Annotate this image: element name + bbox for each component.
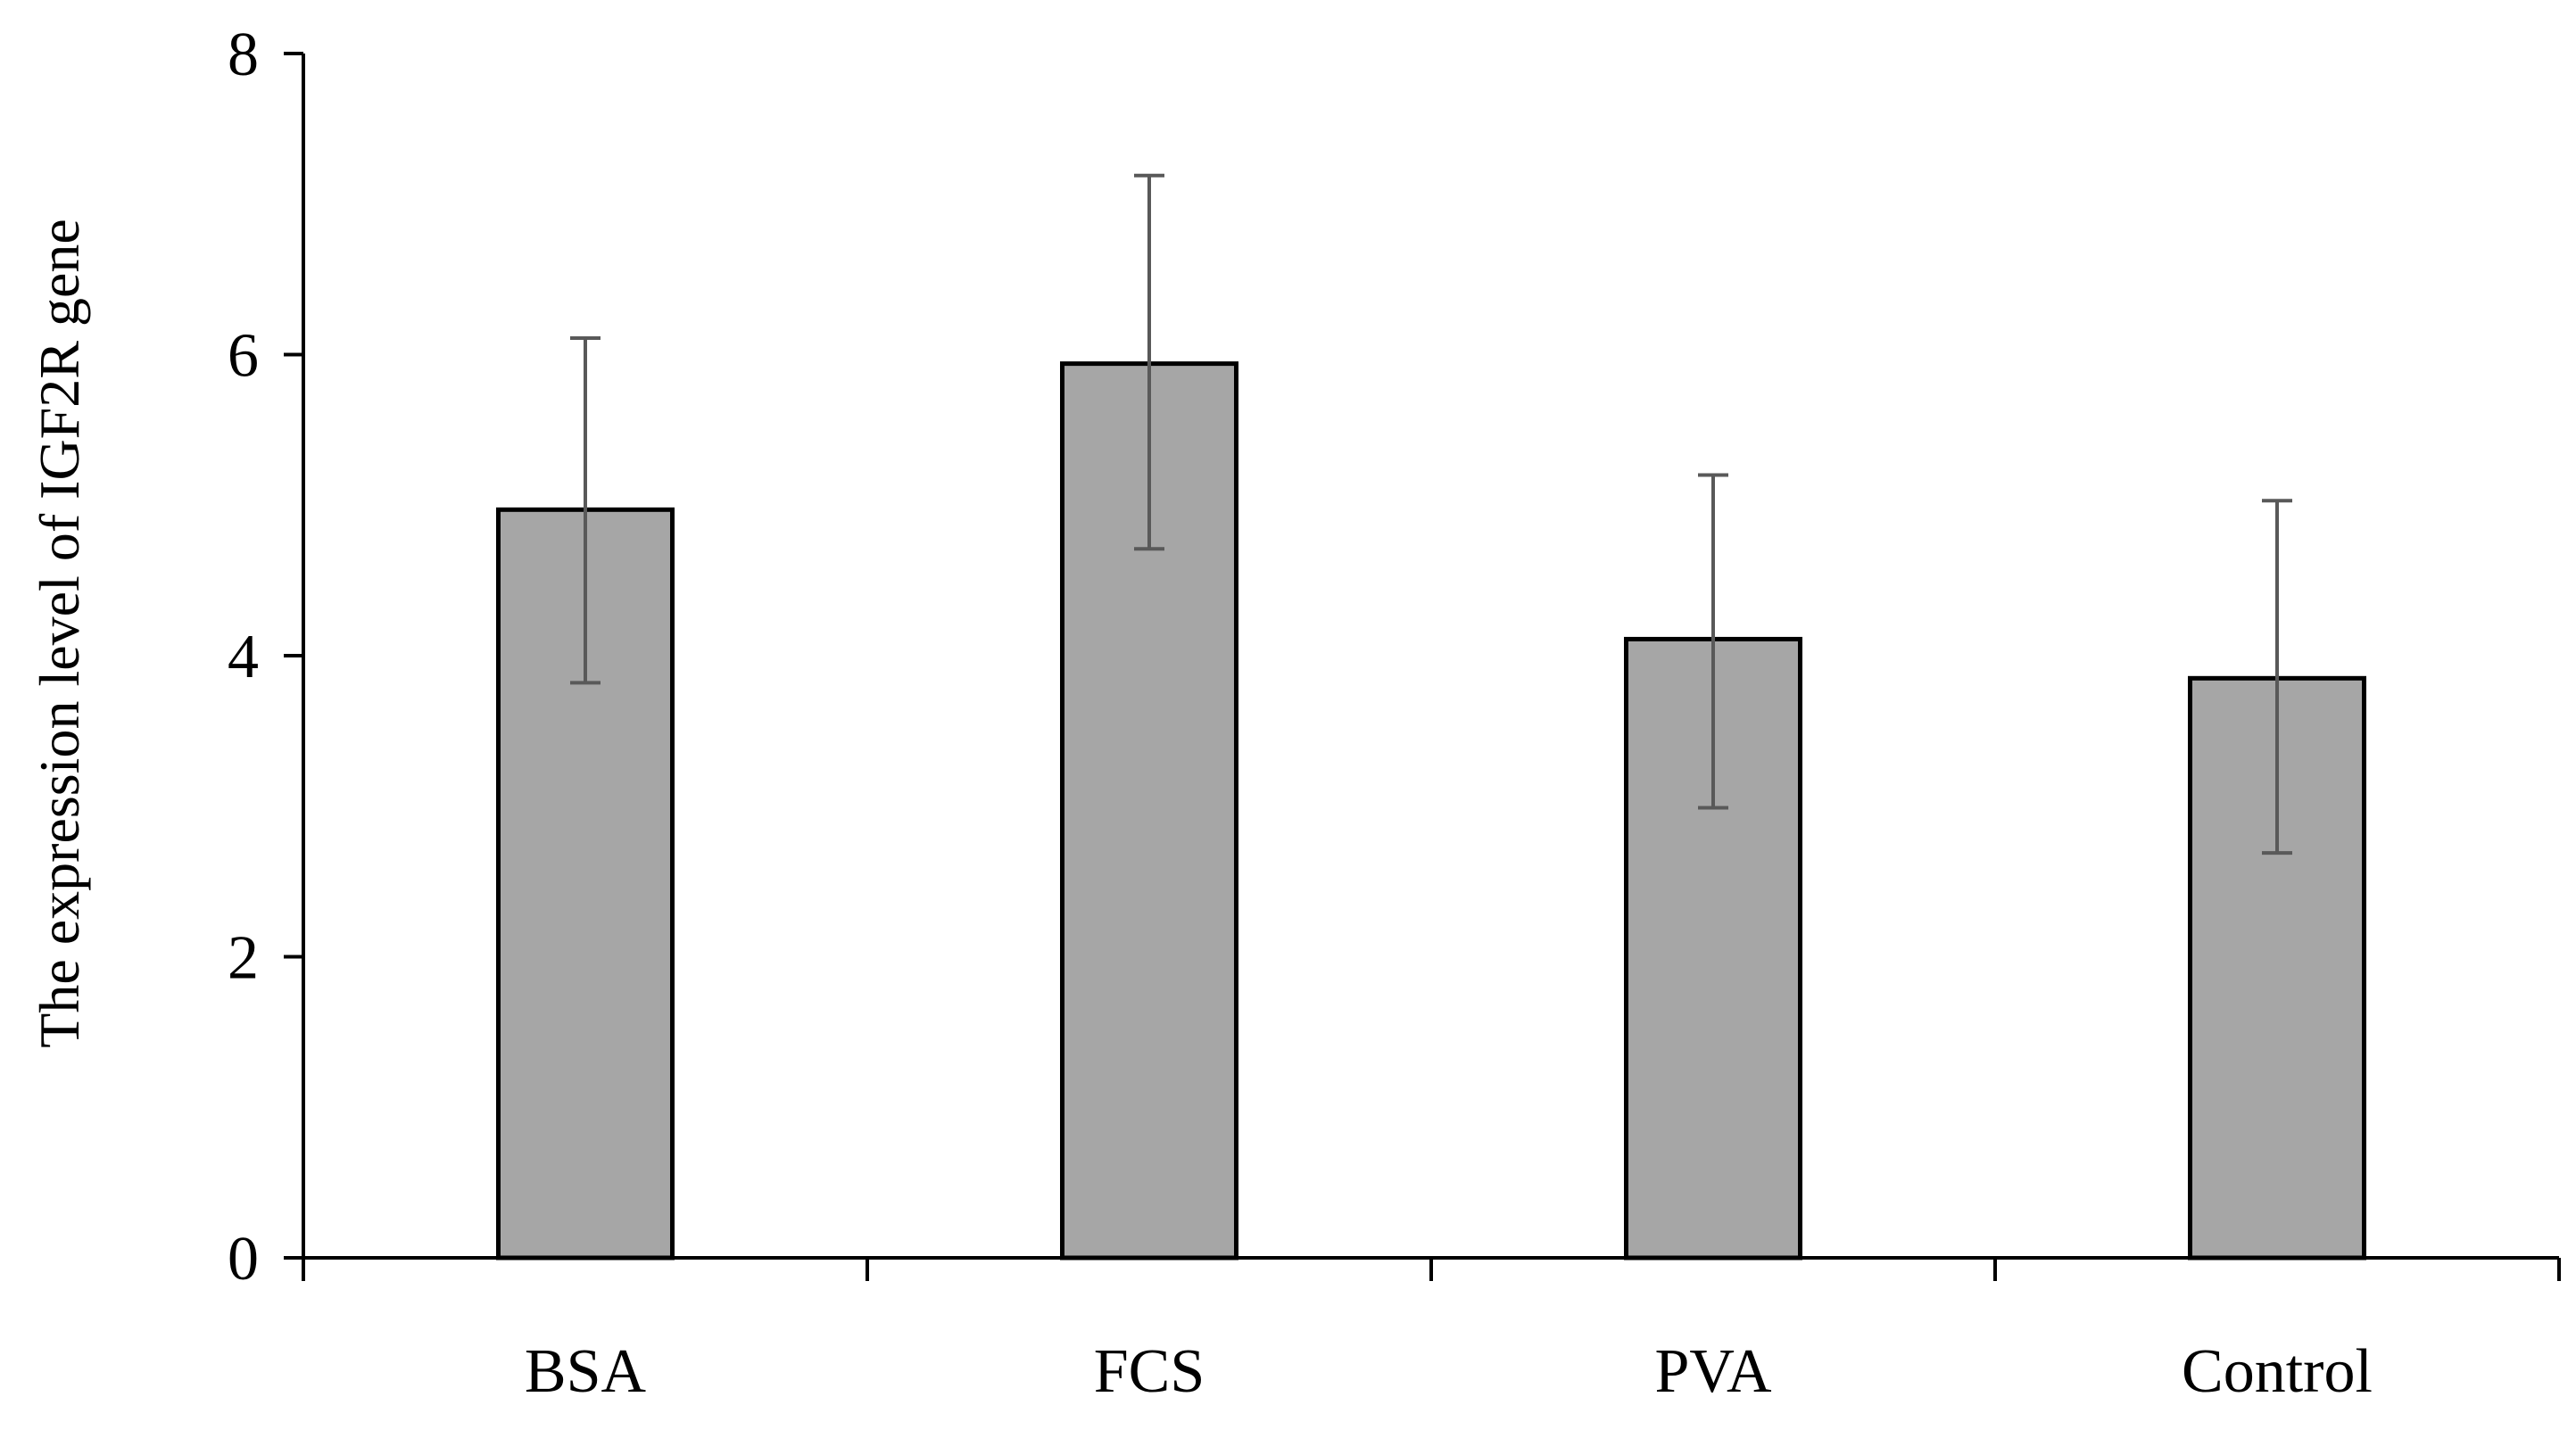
y-axis: 0 2 4 6 8 [228,21,305,1294]
y-tick-label: 2 [228,924,259,993]
x-tick-label: PVA [1654,1337,1771,1406]
bars [496,361,2366,1261]
x-axis: BSA FCS PVA Control [302,1256,2561,1406]
error-bars [570,173,2292,856]
y-tick-label: 0 [228,1225,259,1294]
x-tick-label: BSA [525,1337,647,1406]
y-tick-label: 6 [228,322,259,391]
y-tick-label: 8 [228,21,259,89]
y-tick-label: 4 [228,623,259,691]
x-tick-label: FCS [1094,1337,1205,1406]
x-tick-label: Control [2182,1337,2373,1406]
y-axis-label: The expression level of IGF2R gene [28,219,91,1048]
